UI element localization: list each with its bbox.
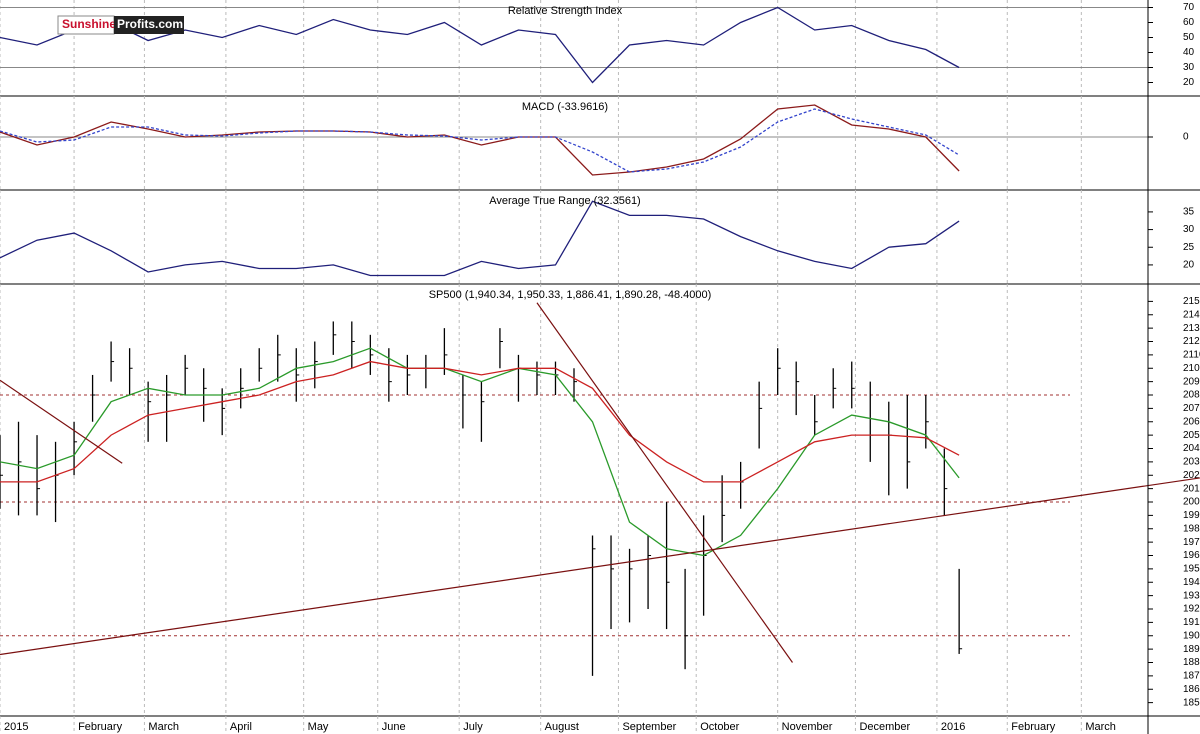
y-tick-label: 2010 <box>1183 483 1200 494</box>
y-tick-label: 2150 <box>1183 296 1200 307</box>
x-tick-label: December <box>859 721 910 733</box>
logo-text: Sunshine <box>62 17 116 31</box>
indicator-line <box>0 200 960 277</box>
y-tick-label: 1890 <box>1183 644 1200 655</box>
x-tick-label: November <box>782 721 833 733</box>
panel-title: SP500 (1,940.34, 1,950.33, 1,886.41, 1,8… <box>429 289 712 301</box>
y-tick-label: 30 <box>1183 224 1195 235</box>
y-tick-label: 2060 <box>1183 416 1200 427</box>
indicator-line <box>0 360 960 483</box>
y-tick-label: 1920 <box>1183 604 1200 615</box>
y-tick-label: 25 <box>1183 242 1195 253</box>
panel-title: Average True Range (32.3561) <box>489 195 640 207</box>
x-tick-label: February <box>1011 721 1056 733</box>
y-tick-label: 2040 <box>1183 443 1200 454</box>
x-tick-label: August <box>545 721 579 733</box>
x-tick-label: October <box>700 721 739 733</box>
y-tick-label: 2130 <box>1183 323 1200 334</box>
panel-title: MACD (-33.9616) <box>522 101 608 113</box>
logo-text: Profits.com <box>117 17 183 31</box>
y-tick-label: 50 <box>1183 32 1195 43</box>
y-tick-label: 1880 <box>1183 657 1200 668</box>
x-tick-label: 2016 <box>941 721 965 733</box>
y-tick-label: 2050 <box>1183 430 1200 441</box>
y-tick-label: 2020 <box>1183 470 1200 481</box>
x-tick-label: April <box>230 721 252 733</box>
y-tick-label: 1960 <box>1183 550 1200 561</box>
y-tick-label: 1870 <box>1183 671 1200 682</box>
indicator-line <box>0 104 960 176</box>
y-tick-label: 20 <box>1183 260 1195 271</box>
y-tick-label: 60 <box>1183 17 1195 28</box>
y-tick-label: 1950 <box>1183 564 1200 575</box>
y-tick-label: 2100 <box>1183 363 1200 374</box>
trend-line <box>0 477 1200 656</box>
x-tick-label: March <box>1085 721 1116 733</box>
y-tick-label: 2070 <box>1183 403 1200 414</box>
y-tick-label: 70 <box>1183 2 1195 13</box>
y-tick-label: 20 <box>1183 77 1195 88</box>
y-tick-label: 1900 <box>1183 630 1200 641</box>
y-tick-label: 1910 <box>1183 617 1200 628</box>
indicator-line <box>0 108 960 173</box>
y-tick-label: 0 <box>1183 132 1189 143</box>
x-tick-label: September <box>622 721 676 733</box>
x-tick-label: February <box>78 721 123 733</box>
y-tick-label: 2140 <box>1183 309 1200 320</box>
x-tick-label: July <box>463 721 483 733</box>
panel-title: Relative Strength Index <box>508 5 623 17</box>
y-tick-label: 1850 <box>1183 697 1200 708</box>
x-tick-label: 2015 <box>4 721 28 733</box>
y-tick-label: 1860 <box>1183 684 1200 695</box>
indicator-line <box>0 6 960 84</box>
x-tick-label: June <box>382 721 406 733</box>
x-tick-label: May <box>308 721 329 733</box>
y-tick-label: 2120 <box>1183 336 1200 347</box>
x-tick-label: March <box>148 721 179 733</box>
y-tick-label: 2080 <box>1183 390 1200 401</box>
trend-line <box>0 379 123 464</box>
y-tick-label: 40 <box>1183 47 1195 58</box>
y-tick-label: 1940 <box>1183 577 1200 588</box>
logo: Sunshine Profits.com <box>57 15 184 35</box>
y-tick-label: 1990 <box>1183 510 1200 521</box>
indicator-line <box>0 347 960 557</box>
trend-line <box>536 302 793 663</box>
y-tick-label: 1980 <box>1183 523 1200 534</box>
y-tick-label: 2090 <box>1183 376 1200 387</box>
y-tick-label: 1970 <box>1183 537 1200 548</box>
logo-box <box>114 16 184 34</box>
y-tick-label: 2110 <box>1183 350 1200 361</box>
y-tick-label: 1930 <box>1183 590 1200 601</box>
y-tick-label: 35 <box>1183 207 1195 218</box>
y-tick-label: 30 <box>1183 62 1195 73</box>
y-tick-label: 2000 <box>1183 497 1200 508</box>
